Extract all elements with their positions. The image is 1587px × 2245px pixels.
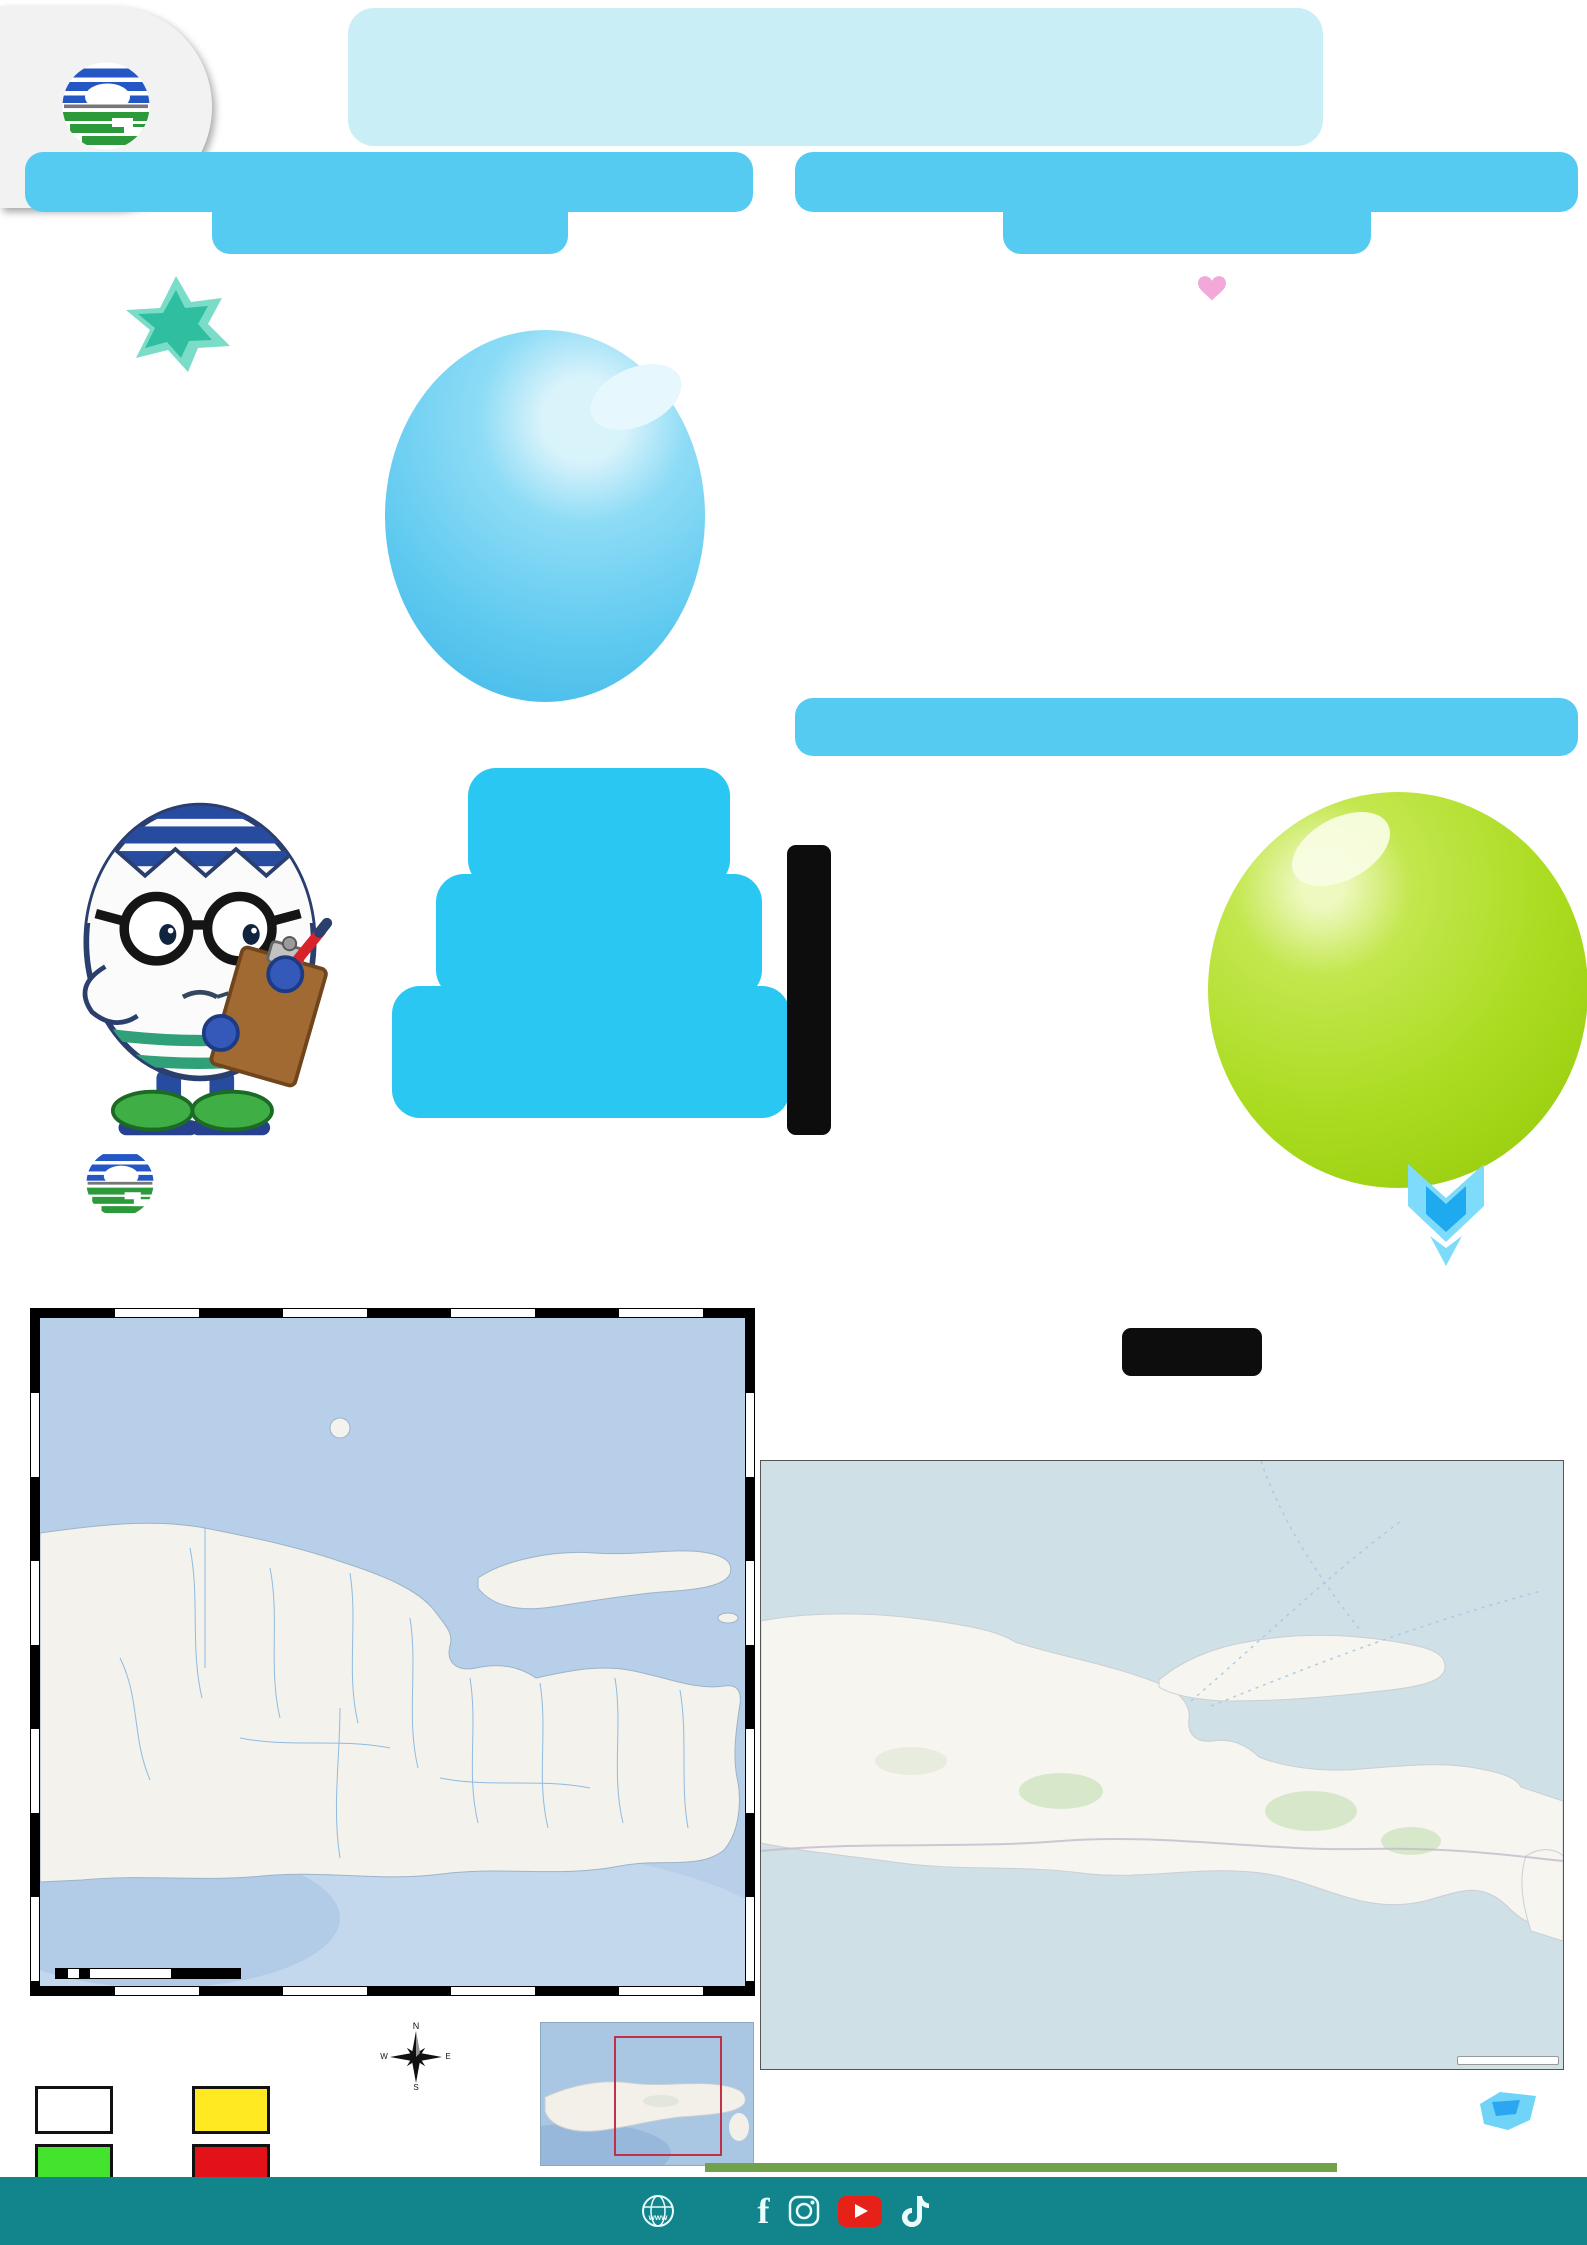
divider-line [705,2163,1337,2172]
map-frame-bottom [30,1986,755,1996]
down-arrow-decoration-icon [1408,1164,1484,1266]
density-map-canvas [40,1318,745,1986]
tiktok-icon[interactable] [900,2194,930,2228]
chart-cg-title [25,152,753,212]
footer-bar: www f [0,2177,1587,2245]
map-frame-right [745,1308,755,1996]
total-box-bg1 [468,768,730,888]
youtube-icon[interactable] [837,2195,882,2227]
facebook-icon[interactable]: f [757,2191,770,2231]
svg-text:W: W [380,2052,388,2061]
scale-bar [55,1948,285,1986]
svg-text:S: S [413,2083,418,2092]
inset-map [540,2022,754,2166]
map-frame-top [30,1308,755,1318]
green-ball-decoration [1208,792,1587,1188]
total-box-bg3 [392,986,790,1118]
bmkg-logo-small-icon [86,1149,154,1217]
heart-decoration-icon [1198,276,1226,301]
chart-sepekan-title [795,698,1578,756]
flag-decoration-icon [1480,2092,1536,2130]
legend-swatch-nodata [35,2086,113,2134]
compass-rose-icon: N W E S [380,2021,450,2092]
total-box-bg2 [436,874,762,998]
instagram-icon[interactable] [788,2195,820,2227]
chart-perjam-title2 [1003,206,1371,254]
scatter-legend [1457,2056,1559,2065]
legend-swatch-6-12 [192,2086,270,2134]
compass-n: N [413,2021,420,2031]
globe-icon: www [641,2195,674,2227]
chart-cg-title2 [212,206,568,254]
chart-sepekan-xlabel [1122,1328,1262,1376]
scatter-map-canvas [760,1460,1564,2070]
star-decoration-icon [126,276,230,372]
density-map-logo [70,1146,170,1225]
bmkg-logo-icon [62,62,150,150]
chart-perjam-title [795,152,1578,212]
header-title-panel [348,8,1323,146]
bmkg-mascot [82,802,333,1136]
map-frame-left [30,1308,40,1996]
svg-text:www: www [647,2213,667,2222]
svg-text:E: E [445,2052,450,2061]
